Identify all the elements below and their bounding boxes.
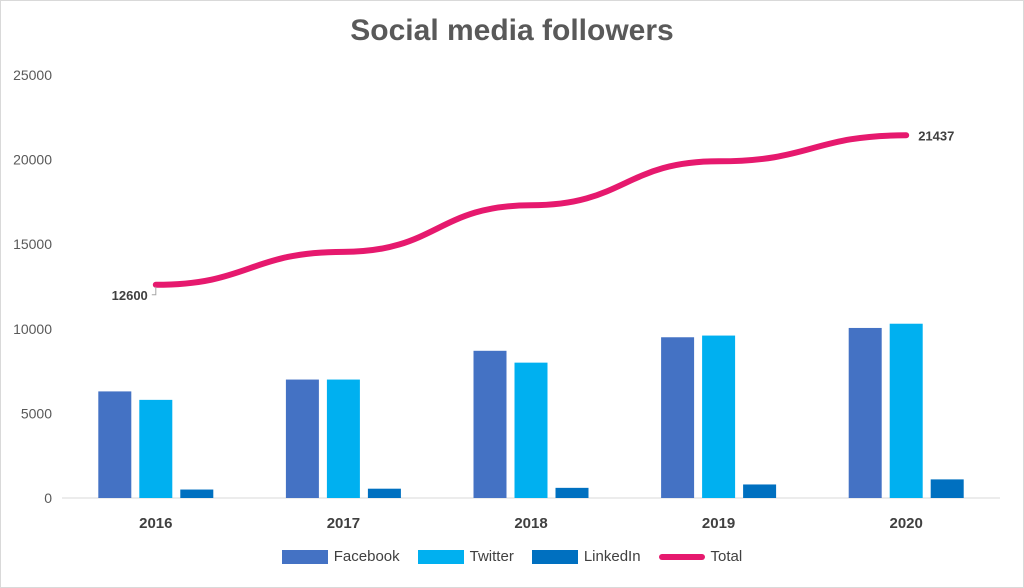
data-label-total-2020: 21437 (918, 128, 954, 143)
bar-linkedin-2016 (180, 489, 214, 498)
y-tick-label: 25000 (13, 67, 52, 83)
bar-facebook-2019 (661, 337, 695, 498)
bar-twitter-2018 (514, 362, 548, 498)
bar-facebook-2016 (98, 391, 132, 498)
legend-swatch-twitter (417, 549, 464, 564)
y-tick-label: 0 (44, 490, 52, 506)
legend-swatch-total (658, 553, 705, 560)
y-tick-label: 15000 (13, 236, 52, 252)
legend-item-facebook: Facebook (281, 548, 400, 565)
legend-label-linkedin: LinkedIn (583, 548, 641, 565)
x-tick-label: 2017 (327, 515, 360, 532)
legend-label-facebook: Facebook (333, 548, 400, 565)
y-tick-label: 20000 (13, 152, 52, 168)
bar-twitter-2016 (139, 399, 173, 498)
data-label-total-2016: 12600 (112, 288, 148, 303)
x-tick-label: 2019 (702, 515, 735, 532)
chart-title: Social media followers (350, 14, 674, 47)
data-label-leader (151, 286, 157, 296)
chart-legend: Facebook Twitter LinkedIn Total (0, 548, 1024, 565)
legend-label-total: Total (710, 548, 743, 565)
x-tick-label: 2020 (890, 515, 923, 532)
bar-facebook-2018 (473, 350, 507, 498)
x-tick-label: 2016 (139, 515, 172, 532)
bar-facebook-2020 (848, 327, 882, 498)
legend-swatch-linkedin (531, 549, 578, 564)
bar-linkedin-2018 (555, 487, 589, 498)
bar-twitter-2019 (702, 335, 736, 498)
legend-item-twitter: Twitter (417, 548, 514, 565)
legend-item-total: Total (658, 548, 743, 565)
line-total (152, 132, 910, 288)
bar-twitter-2017 (326, 379, 360, 498)
bar-linkedin-2020 (930, 479, 964, 498)
legend-item-linkedin: LinkedIn (531, 548, 641, 565)
bar-twitter-2020 (889, 323, 923, 498)
bar-linkedin-2019 (743, 484, 777, 498)
legend-label-twitter: Twitter (469, 548, 514, 565)
bar-facebook-2017 (285, 379, 319, 498)
bar-linkedin-2017 (367, 488, 401, 498)
y-tick-label: 5000 (21, 405, 52, 421)
legend-swatch-facebook (281, 549, 328, 564)
x-tick-label: 2018 (514, 515, 547, 532)
y-tick-label: 10000 (13, 321, 52, 337)
